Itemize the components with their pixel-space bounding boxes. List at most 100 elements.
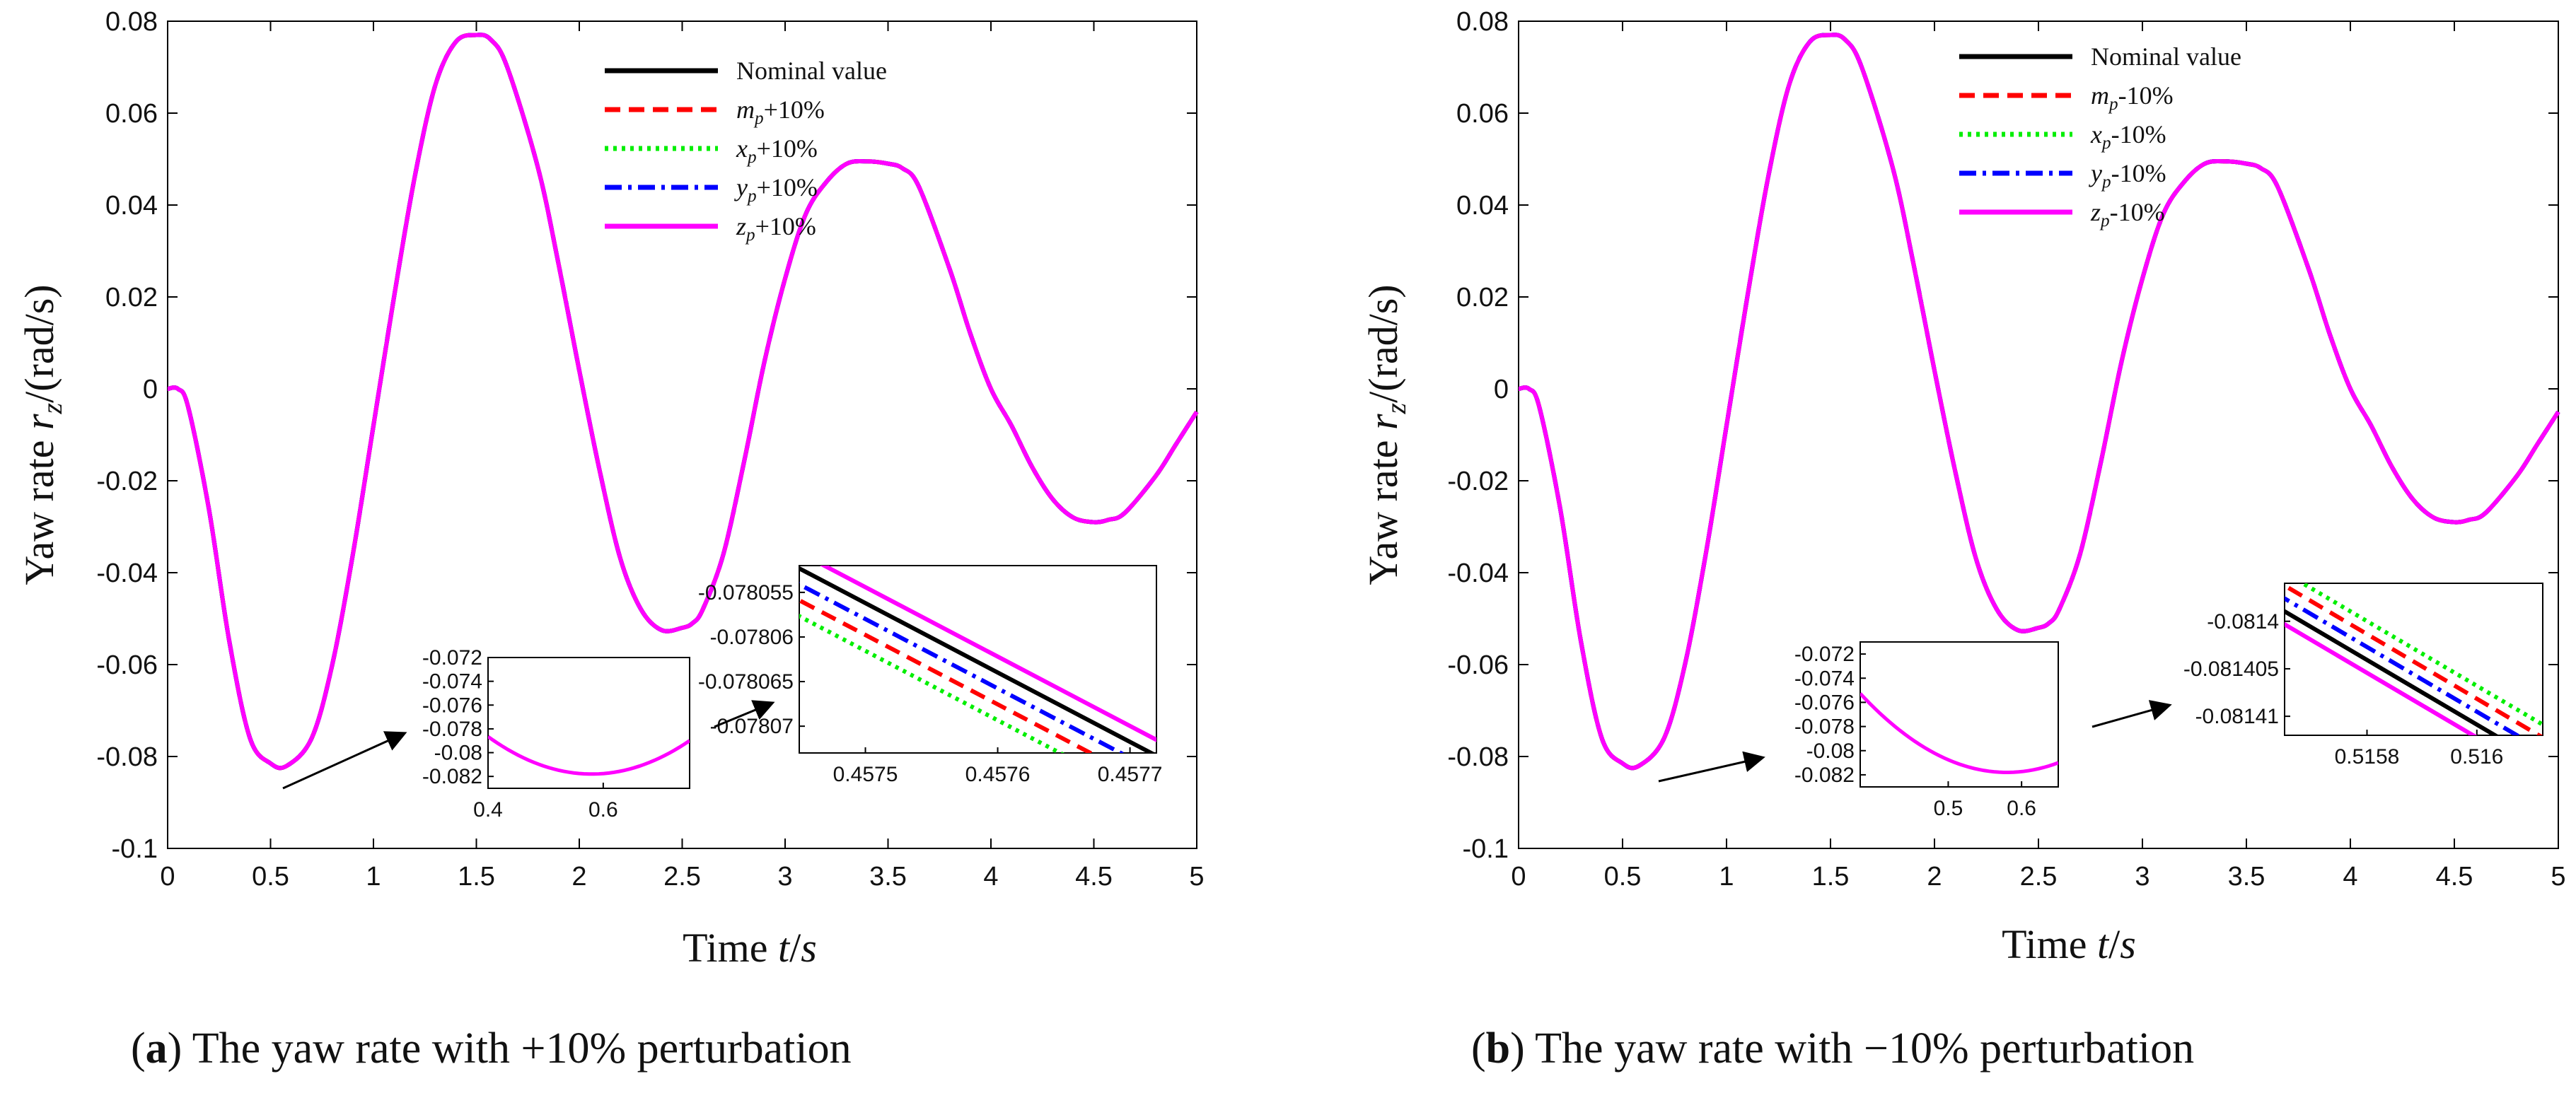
legend-var: m	[2091, 81, 2109, 110]
x-tick-label: 0.5	[1604, 862, 1642, 892]
inset-body	[799, 566, 1156, 753]
legend-var: z	[736, 212, 746, 240]
x-tick-label: 4.5	[1075, 862, 1113, 892]
x-tick-label: 4	[983, 862, 998, 892]
x-tick-label: 5	[2551, 862, 2565, 892]
x-tick-label: 3.5	[869, 862, 907, 892]
inset-x-tick-label: 0.4575	[833, 763, 898, 786]
y-tick-label: 0.04	[105, 191, 158, 221]
inset-frame	[487, 657, 690, 789]
y-axis-label-sub: z	[1380, 402, 1412, 414]
x-tick-label: 4.5	[2436, 862, 2473, 892]
y-tick-label: 0.04	[1456, 191, 1509, 221]
inset-x-tick-label: 0.5158	[2335, 745, 2400, 769]
x-tick-label: 3.5	[2228, 862, 2265, 892]
x-axis-label: Time t/s	[683, 925, 817, 971]
y-axis-label-part: /(rad/s)	[16, 284, 62, 403]
y-tick-label: -0.1	[1463, 834, 1509, 864]
x-axis-label-part: /	[2108, 921, 2120, 967]
legend-label-1: mp+10%	[736, 95, 825, 128]
y-tick-label: 0.06	[1456, 99, 1509, 129]
x-tick-label: 2.5	[2020, 862, 2058, 892]
inset-body	[2285, 583, 2543, 735]
legend-sub: p	[2108, 95, 2118, 114]
legend-var: x	[2090, 120, 2102, 148]
y-tick-label: -0.06	[96, 650, 158, 680]
chart-b: 0 0.5 1 1.5 2 2.5 3 3.5 4 4.5 50.080.060.040.020-0…	[1360, 7, 2566, 967]
legend-sub: p	[2099, 211, 2110, 230]
x-axis-label-part: s	[801, 925, 817, 971]
y-axis-label-part: Yaw rate	[16, 430, 62, 585]
inset-x-tick-label: 0.6	[588, 798, 618, 822]
y-tick-label: 0.02	[105, 283, 158, 312]
caption-a-text: The yaw rate with +10% perturbation	[182, 1024, 852, 1073]
legend-var: x	[736, 134, 748, 163]
inset-y-tick-label: -0.074	[422, 670, 482, 694]
inset-arrow	[714, 700, 775, 728]
inset-x-tick-label: 0.5	[1934, 797, 1963, 820]
legend-sub: p	[745, 226, 755, 245]
x-tick-label: 2.5	[663, 862, 701, 892]
y-tick-label: -0.08	[1447, 742, 1509, 772]
inset-series-line	[2285, 596, 2522, 735]
inset-y-tick-label: -0.078	[1794, 715, 1855, 739]
x-tick-label: 0	[1511, 862, 1526, 892]
legend-label-2: xp+10%	[736, 134, 818, 167]
legend-label-3: yp+10%	[734, 173, 818, 206]
inset-y-tick-label: -0.08141	[2195, 705, 2279, 728]
legend-label-1: mp-10%	[2091, 81, 2174, 114]
inset-valley-zoom: 0.5 0.6 -0.072-0.074-0.076-0.078-0.08-0.08…	[1794, 641, 2059, 820]
y-axis-label-part: r	[1360, 414, 1406, 430]
caption-b-text: The yaw rate with −10% perturbation	[1524, 1024, 2195, 1073]
y-axis-label: Yaw rate rz/(rad/s)	[1360, 284, 1412, 585]
x-axis-label-part: Time	[683, 925, 778, 971]
series-line-4	[167, 33, 1199, 771]
caption-b: (b) The yaw rate with −10% perturbation	[1471, 1024, 2195, 1073]
inset-y-tick-label: -0.074	[1794, 667, 1855, 690]
legend-suffix: +10%	[764, 95, 825, 124]
inset-y-tick-label: -0.078065	[698, 670, 794, 694]
inset-x-tick-label: 0.6	[2007, 797, 2036, 820]
y-axis-label-part: r	[16, 414, 62, 430]
y-tick-label: 0.02	[1456, 283, 1509, 312]
y-axis-label: Yaw rate rz/(rad/s)	[16, 284, 68, 585]
inset-frame	[799, 565, 1157, 754]
legend-suffix: +10%	[757, 134, 818, 163]
inset-y-tick-label: -0.082	[422, 765, 482, 788]
inset-y-tick-label: -0.078	[422, 718, 482, 741]
inset-lines-zoom: 0.5158 0.516 -0.0814 -0.081405 -0.08141	[2183, 583, 2543, 769]
legend-label-0: Nominal value	[2091, 42, 2241, 71]
inset-series-line	[2285, 621, 2478, 735]
x-tick-label: 4	[2343, 862, 2357, 892]
legend-sub: p	[746, 148, 757, 167]
x-tick-label: 1.5	[1812, 862, 1850, 892]
legend-label-4: zp-10%	[2090, 198, 2165, 230]
legend-suffix: -10%	[2111, 120, 2166, 148]
inset-y-tick-label: -0.07806	[710, 626, 794, 649]
inset-curve	[1860, 692, 2058, 774]
x-tick-label: 1	[1719, 862, 1734, 892]
legend-label-0: Nominal value	[736, 57, 887, 85]
x-axis-label-part: s	[2120, 921, 2136, 967]
chart-a: 0 0.5 1 1.5 2 2.5 3 3.5 4 4.5 50.080.060.040.020-0…	[16, 7, 1205, 971]
caption-a-label: a	[145, 1024, 168, 1073]
x-axis-label: Time t/s	[2002, 921, 2136, 967]
inset-arrow	[2091, 700, 2172, 728]
x-axis-label-part: Time	[2002, 921, 2097, 967]
inset-y-tick-label: -0.076	[1794, 691, 1855, 714]
inset-y-tick-label: -0.072	[422, 646, 482, 670]
caption-a: (a) The yaw rate with +10% perturbation	[131, 1024, 852, 1073]
legend-suffix: +10%	[757, 173, 818, 201]
inset-y-tick-label: -0.081405	[2183, 658, 2279, 681]
inset-valley-zoom: 0.4 0.6 -0.072-0.074-0.076-0.078-0.08-0.08…	[422, 646, 690, 822]
y-tick-label: -0.04	[1447, 559, 1509, 588]
legend-suffix: +10%	[755, 212, 816, 240]
series-line-4	[1518, 33, 2560, 771]
inset-arrow	[1658, 751, 1765, 783]
inset-y-tick-label: -0.08	[434, 742, 482, 765]
inset-series-line	[799, 597, 1096, 753]
inset-x-tick-label: 0.4	[473, 798, 503, 822]
y-axis-label-part: /(rad/s)	[1360, 284, 1406, 403]
x-tick-label: 2	[1927, 862, 1942, 892]
